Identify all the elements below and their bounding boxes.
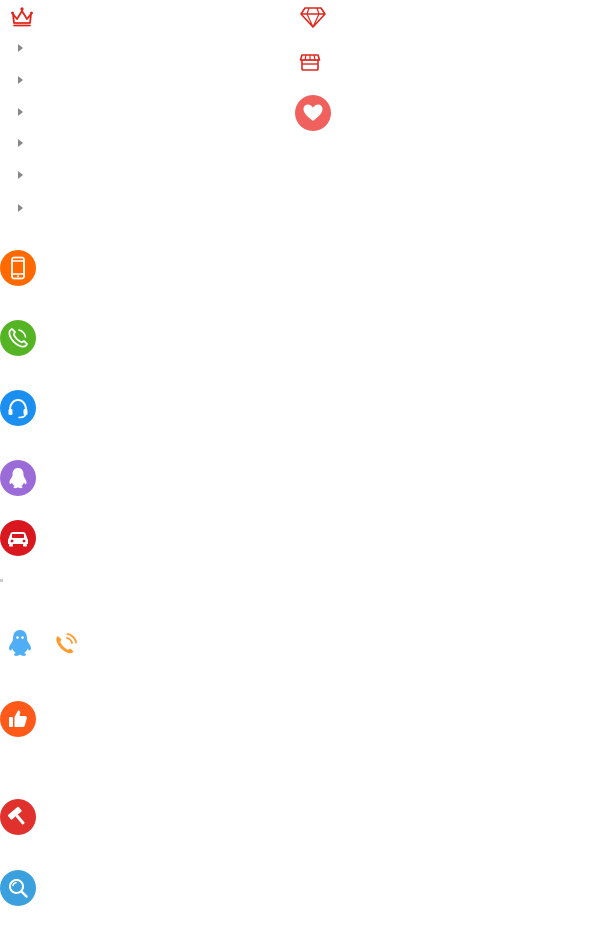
- magnifier-icon[interactable]: [0, 870, 36, 906]
- qq-penguin-icon[interactable]: [0, 460, 36, 496]
- store-icon[interactable]: [299, 51, 321, 73]
- hammer-icon[interactable]: [0, 799, 36, 835]
- mobile-phone-icon[interactable]: [0, 250, 36, 286]
- diamond-icon[interactable]: [299, 5, 327, 29]
- crown-icon: [9, 5, 35, 29]
- chevron-right-icon[interactable]: [18, 108, 23, 116]
- chevron-right-icon[interactable]: [18, 204, 23, 212]
- ringing-phone-icon[interactable]: [52, 630, 80, 658]
- chevron-right-icon[interactable]: [18, 139, 23, 147]
- headset-icon[interactable]: [0, 390, 36, 426]
- qq-penguin-icon[interactable]: [6, 628, 34, 658]
- divider-dot: [0, 579, 3, 582]
- chevron-right-icon[interactable]: [18, 171, 23, 179]
- car-icon[interactable]: [0, 520, 36, 556]
- thumbs-up-icon[interactable]: [0, 701, 36, 737]
- chevron-right-icon[interactable]: [18, 76, 23, 84]
- heart-icon[interactable]: [295, 95, 331, 131]
- telephone-icon[interactable]: [0, 320, 36, 356]
- chevron-right-icon[interactable]: [18, 44, 23, 52]
